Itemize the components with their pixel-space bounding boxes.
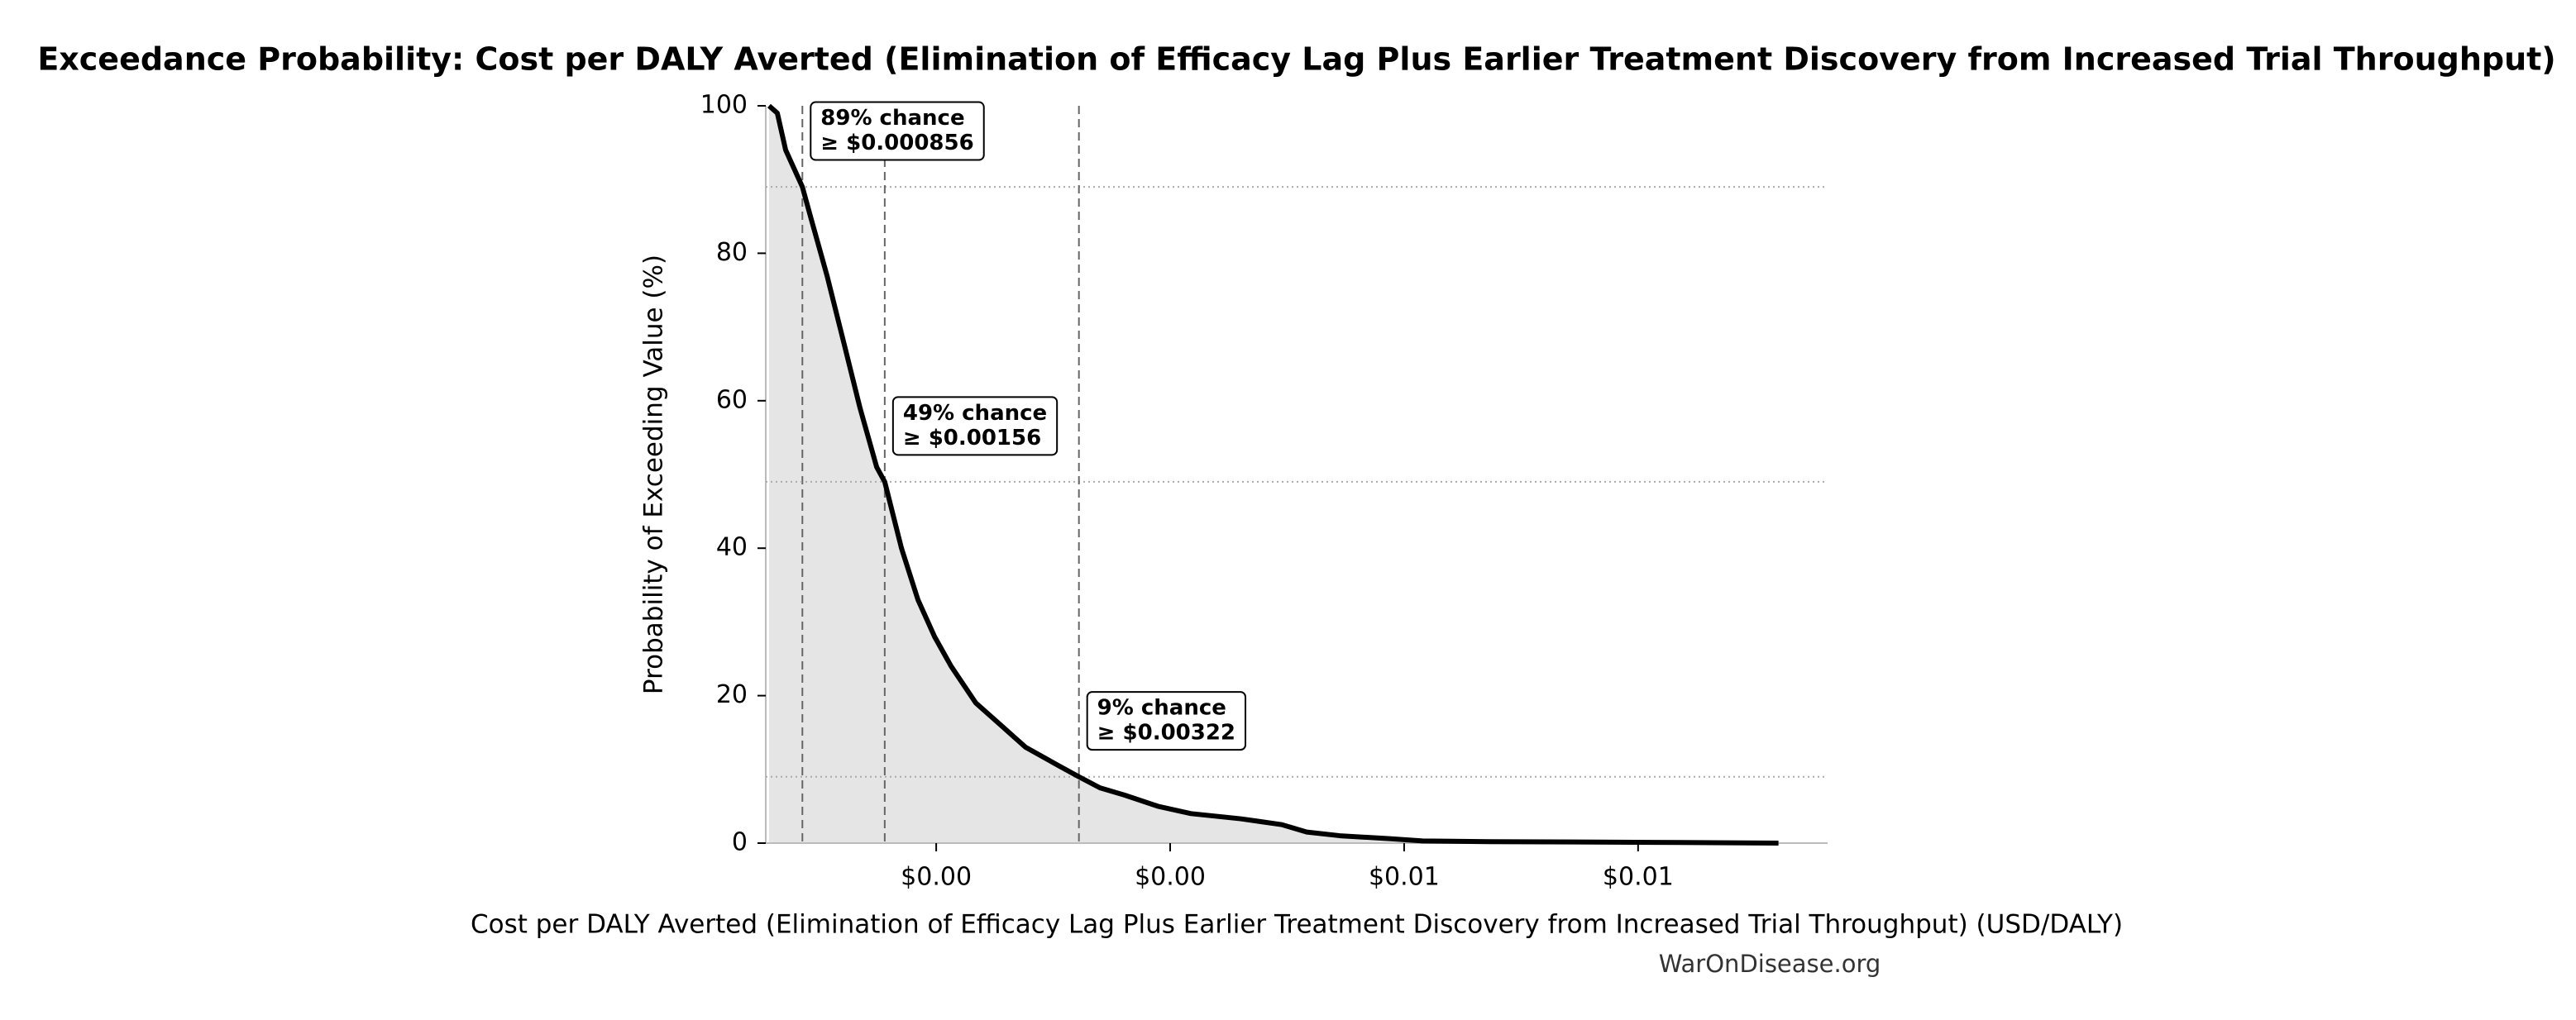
chart-title: Exceedance Probability: Cost per DALY Av…: [37, 41, 2555, 78]
annotation-text: ≥ $0.000856: [820, 131, 973, 155]
x-tick-label: $0.01: [1369, 863, 1440, 892]
exceedance-line: [767, 103, 1779, 846]
y-tick-label: 60: [716, 385, 748, 414]
annotation: 9% chance≥ $0.00322: [1086, 691, 1247, 751]
y-axis-label: Probability of Exceeding Value (%): [639, 255, 669, 694]
annotation-text: 49% chance: [903, 401, 1047, 426]
x-tick-label: $0.01: [1603, 863, 1674, 892]
annotation-box: [810, 101, 985, 161]
annotation-text: 9% chance: [1097, 696, 1226, 721]
annotation: 49% chance≥ $0.00156: [891, 396, 1059, 456]
y-tick-label: 80: [716, 238, 748, 267]
annotation-text: 89% chance: [820, 106, 964, 131]
x-tick-label: $0.00: [1135, 863, 1206, 892]
area-fill: [768, 106, 1779, 843]
annotation-box: [891, 396, 1059, 456]
watermark: WarOnDisease.org: [1659, 950, 1881, 978]
y-tick-label: 100: [700, 91, 748, 120]
y-tick-label: 40: [716, 533, 748, 562]
x-tick-label: $0.00: [901, 863, 972, 892]
y-tick-label: 0: [732, 828, 748, 857]
annotation: 89% chance≥ $0.000856: [810, 101, 985, 161]
annotation-text: ≥ $0.00322: [1097, 721, 1235, 746]
annotation-box: [1086, 691, 1247, 751]
annotation-text: ≥ $0.00156: [903, 426, 1041, 450]
x-axis-label: Cost per DALY Averted (Elimination of Ef…: [471, 910, 2123, 940]
y-tick-label: 20: [716, 680, 748, 709]
